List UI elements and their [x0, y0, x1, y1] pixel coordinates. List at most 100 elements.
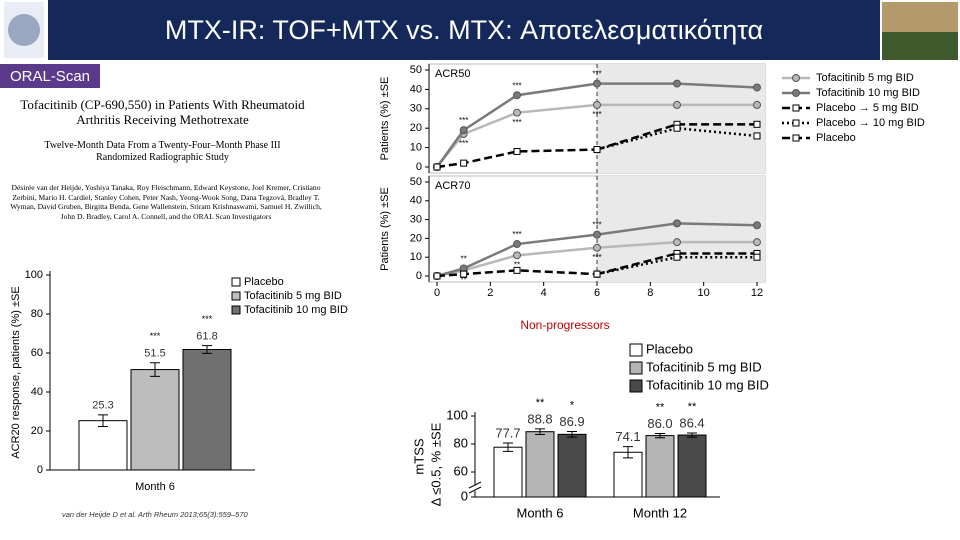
point [433, 163, 441, 171]
y-axis-label: Δ ≤0.5, % ±SE [428, 422, 443, 506]
legend-swatch [231, 305, 241, 315]
value-label: 61.8 [196, 330, 217, 342]
shaded-region [597, 64, 765, 173]
x-tick-label: 8 [647, 287, 653, 299]
error-bar [503, 442, 513, 452]
x-tick-label: Month 6 [517, 505, 564, 520]
axis-break [468, 486, 482, 494]
point [593, 230, 601, 239]
point [593, 243, 601, 252]
x-tick-label: 0 [434, 287, 440, 299]
legend-label: Tofacitinib 10 mg BID [816, 87, 920, 99]
point [753, 120, 761, 128]
y-tick-label: 0 [416, 270, 422, 282]
significance: *** [512, 81, 521, 90]
left-logo-crest [8, 14, 40, 46]
legend-label: Tofacitinib 5 mg BID [244, 290, 342, 302]
point [673, 219, 681, 228]
y-tick-label: 80 [454, 435, 468, 450]
point [753, 253, 761, 261]
axis-break-gap [469, 485, 481, 491]
paper-subtitle: Twelve-Month Data From a Twenty-Four–Mon… [44, 140, 281, 163]
legend-marker [792, 119, 800, 127]
y-axis-label: Patients (%) ±SE [379, 77, 391, 161]
paper-title: Tofacitinib (CP-690,550) in Patients Wit… [20, 97, 305, 127]
significance: *** [459, 116, 468, 125]
point [593, 100, 601, 109]
significance: ** [656, 401, 665, 413]
y-tick-label: 100 [446, 407, 468, 422]
y-axis-label: mTSS [411, 438, 426, 474]
series-line [436, 269, 598, 278]
bar [182, 348, 232, 471]
point [513, 147, 521, 155]
y-tick-label: 60 [454, 463, 468, 478]
bar [130, 369, 180, 471]
point [460, 270, 468, 278]
error-bar [150, 362, 160, 377]
series-line [435, 82, 758, 168]
y-tick-label: 30 [410, 214, 422, 226]
paper-authors: Désirée van der Heijde, Yoshiya Tanaka, … [10, 183, 322, 221]
significance: *** [592, 110, 601, 119]
study-tag: ORAL-Scan [0, 64, 100, 88]
shaded-region [597, 176, 765, 282]
significance: *** [202, 314, 213, 324]
panel-title: ACR50 [435, 68, 470, 80]
y-tick-label: 0 [461, 488, 468, 503]
right-logo-trees [882, 32, 958, 60]
x-tick-label: 12 [751, 287, 763, 299]
legend-label: Tofacitinib 10 mg BID [244, 304, 348, 316]
series-line [596, 252, 757, 276]
x-tick-label: 4 [541, 287, 547, 299]
point [513, 266, 521, 274]
significance: ** [461, 275, 467, 284]
bar [78, 420, 128, 471]
y-axis-label: Patients (%) ±SE [379, 187, 391, 271]
y-tick-label: 20 [31, 425, 43, 437]
point [753, 132, 761, 140]
error-bar [687, 432, 697, 438]
significance: ** [536, 397, 545, 409]
series-line [596, 126, 758, 151]
value-label: 86.9 [559, 414, 584, 429]
point [593, 146, 601, 154]
point [513, 251, 521, 260]
y-tick-label: 30 [410, 103, 422, 115]
error-bar [655, 433, 665, 439]
significance: *** [592, 70, 601, 79]
legend-swatch [629, 343, 643, 357]
legend-swatch [629, 361, 643, 375]
value-label: 77.7 [495, 425, 520, 440]
y-tick-label: 40 [31, 386, 43, 398]
legend-marker [792, 74, 800, 82]
point [673, 124, 681, 132]
y-tick-label: 50 [410, 64, 422, 76]
point [513, 108, 521, 117]
point [593, 79, 601, 88]
series-line [436, 103, 757, 168]
series-line [596, 123, 757, 151]
axis-break [468, 481, 482, 489]
point [513, 240, 521, 249]
y-tick-label: 0 [416, 161, 422, 173]
significance: ** [514, 260, 520, 269]
point [753, 100, 761, 109]
bar [557, 433, 587, 498]
significance: * [570, 399, 575, 411]
value-label: 74.1 [615, 429, 640, 444]
legend-label: Placebo → 10 mg BID [816, 117, 925, 129]
error-bar [567, 431, 577, 438]
bar [677, 434, 707, 498]
error-bar [98, 414, 108, 428]
y-tick-label: 40 [410, 195, 422, 207]
bar [645, 435, 675, 498]
y-tick-label: 20 [410, 122, 422, 134]
x-tick-label: 6 [594, 287, 600, 299]
significance: *** [512, 230, 521, 239]
point [513, 91, 521, 100]
legend-label: Placebo → 5 mg BID [816, 102, 919, 114]
chart-title: Non-progressors [520, 318, 609, 332]
